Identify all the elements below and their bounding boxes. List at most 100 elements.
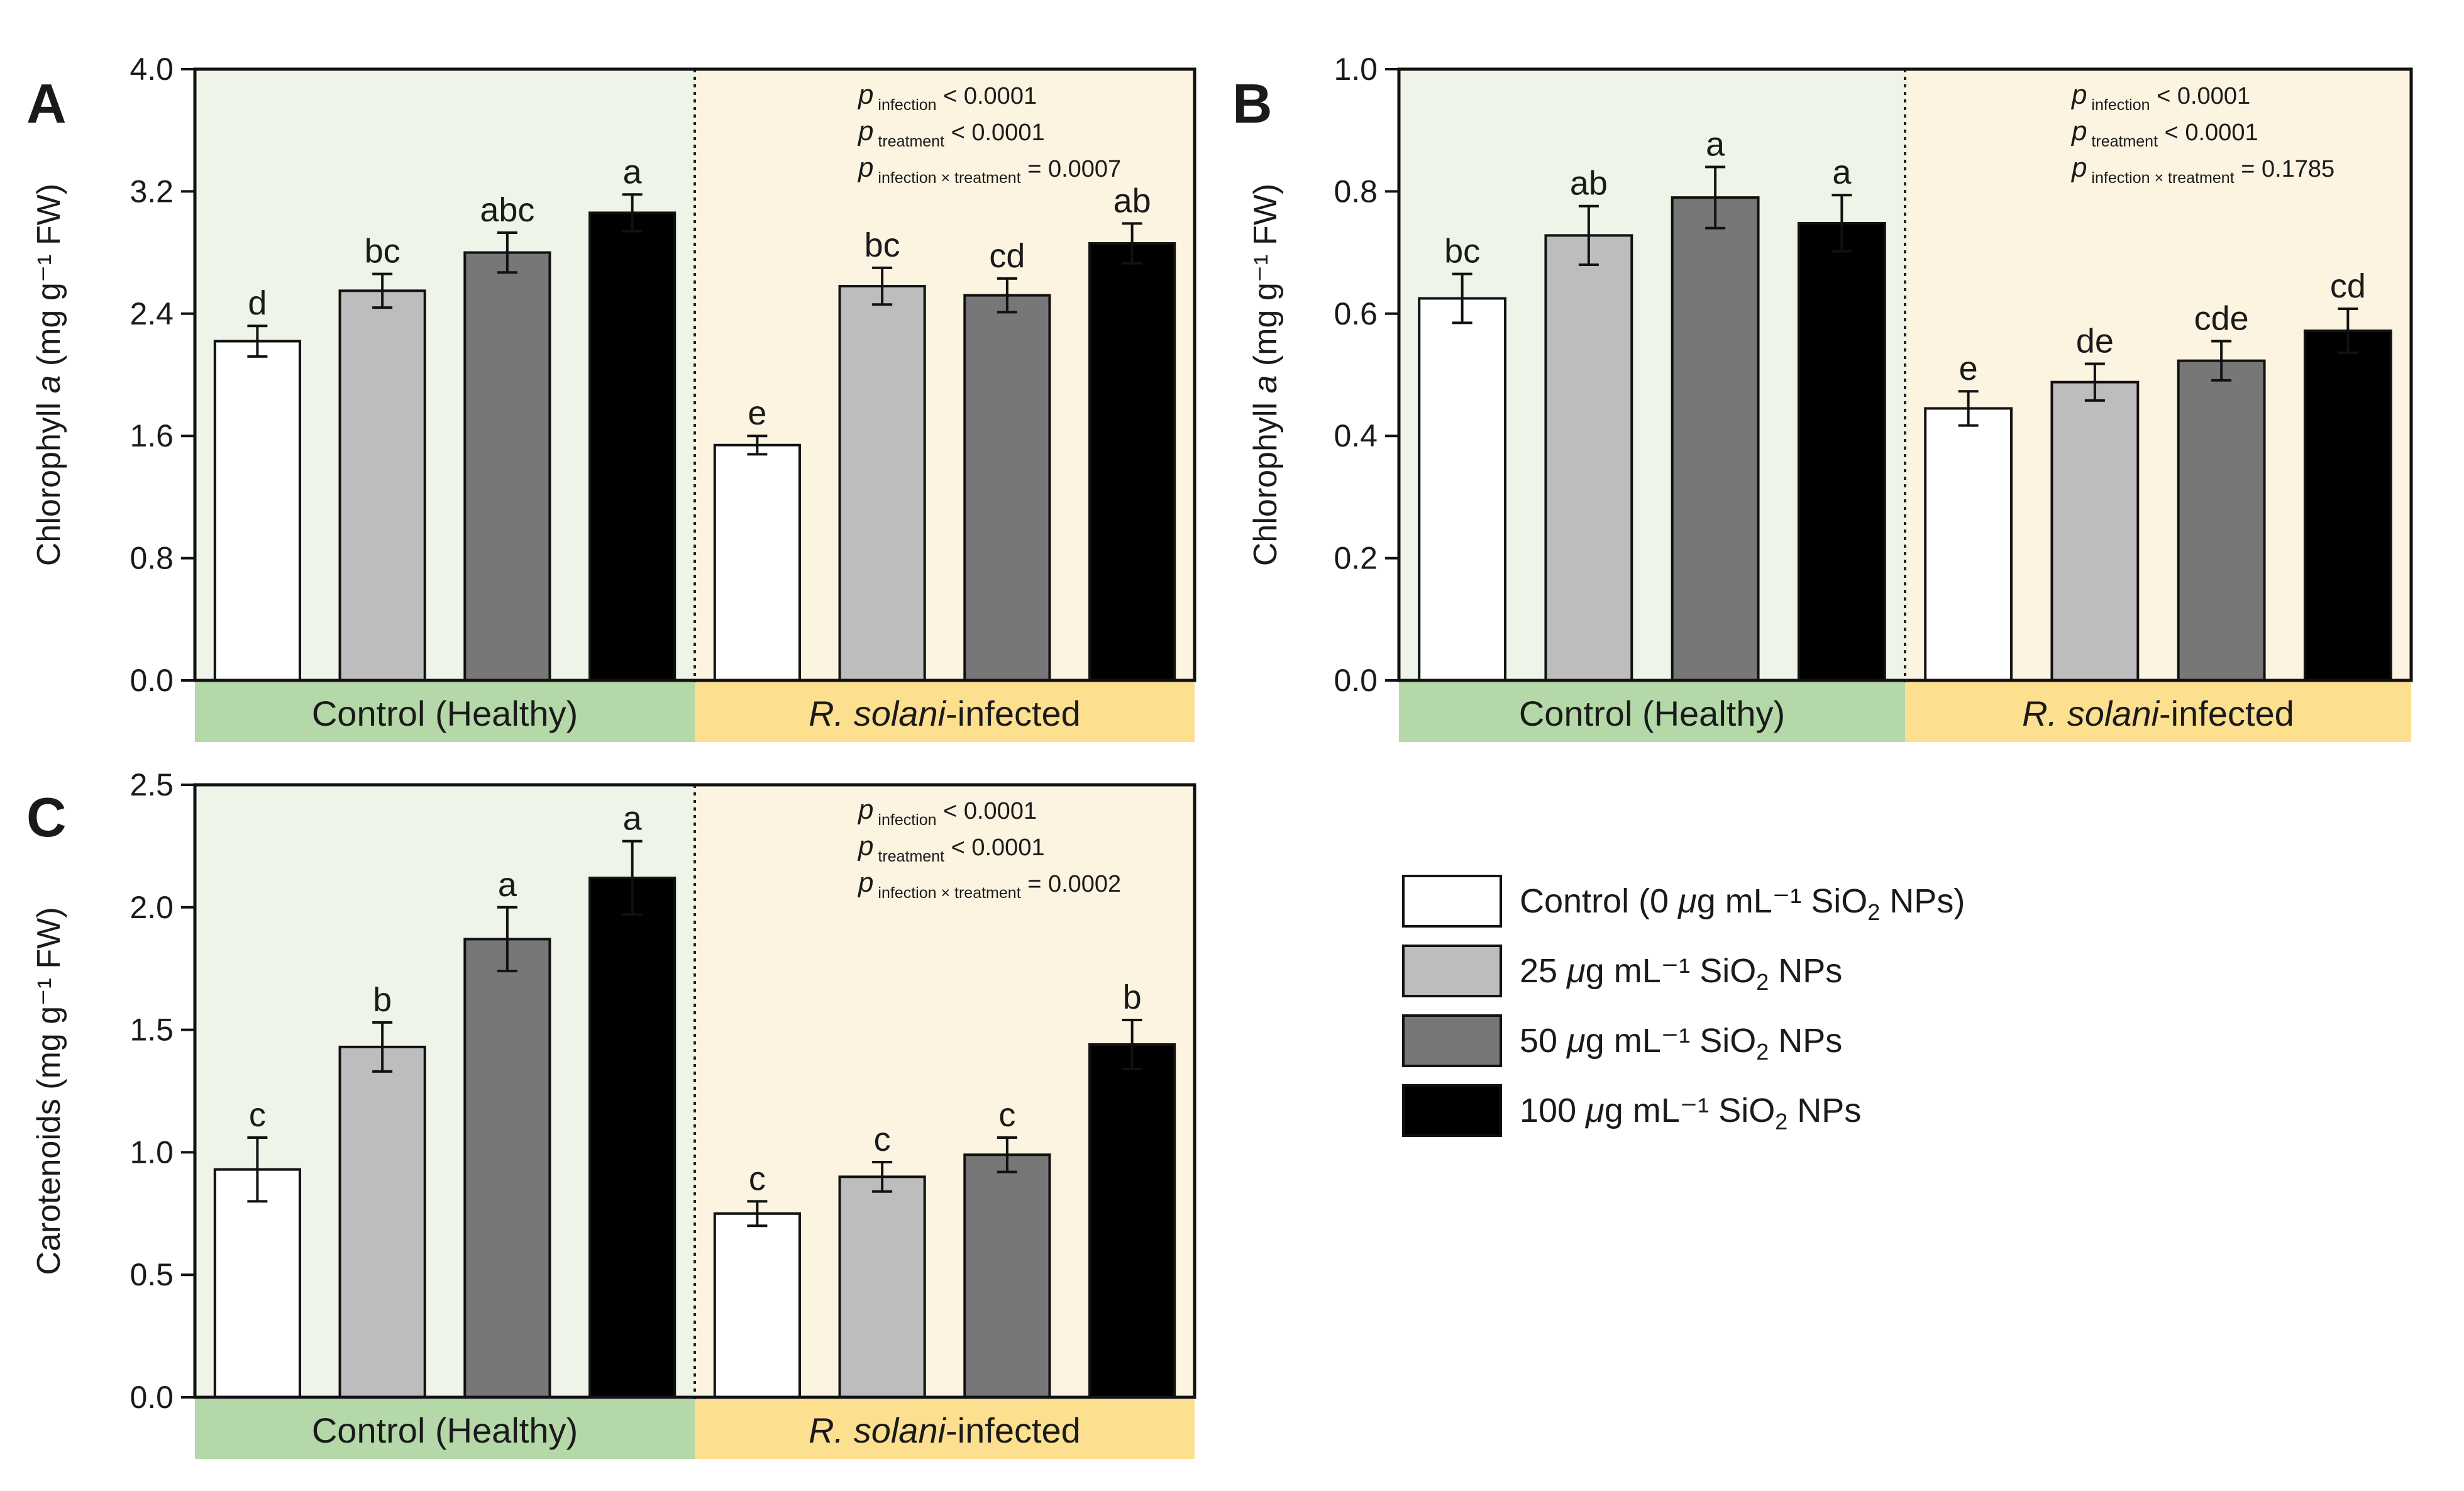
panel-a-sig-letter-g2-4: ab [1113,182,1151,219]
panel-b-group-band-2 [1905,682,2411,742]
panel-b-ytick-label-4: 0.6 [1334,296,1378,331]
legend-label-mid-3: g mL⁻¹ SiO [1586,1022,1757,1060]
panel-a-stat-sub-2: treatment [873,133,944,150]
panel-b-bar-g1-2 [1544,234,1633,682]
legend-label-mu-4: μ [1584,1092,1605,1129]
panel-a-stat-symbol-2: p [857,116,873,147]
panel-a-bar-g2-3 [963,294,1051,682]
panel-b-group-label-text-1: Control (Healthy) [1519,694,1785,733]
panel-c-sig-letter-g2-4: b [1123,978,1142,1016]
panel-b-stat-line-1: p infection < 0.0001 [2070,79,2250,114]
panel-b-plot-frame [1397,67,2413,682]
legend-label-mu-2: μ [1566,952,1586,990]
panel-c-group-band-1 [195,1399,695,1459]
panel-a-sig-letter-g2-1: e [748,394,766,432]
panel-c-bar-g1-2 [338,1045,426,1399]
panel-a-ylabel-text: Chlorophyll [31,394,67,567]
panel-c-stat-line-3: p infection × treatment = 0.0002 [857,867,1121,902]
legend-label-sub-4: 2 [1775,1109,1787,1134]
panel-b-stat-line-2: p treatment < 0.0001 [2070,116,2258,150]
panel-c-sig-letter-g1-2: b [373,981,392,1019]
panel-b-ylabel-text: Chlorophyll [1247,394,1284,567]
panel-b-sig-letter-g1-1: bc [1444,233,1480,270]
panel-a-bar-g2-4 [1088,242,1176,682]
panel-a-sig-letter-g1-4: a [623,153,643,191]
panel-b-bar-g1-4 [1797,221,1886,682]
legend-label-3: 50 μg mL⁻¹ SiO2 NPs [1520,1022,1842,1065]
panel-b-stat-line-3: p infection × treatment = 0.1785 [2070,152,2334,187]
panel-a-ytick-label-5: 3.2 [130,174,174,209]
panel-b-group-band-1 [1399,682,1905,742]
panel-b-stat-symbol-1: p [2070,79,2087,110]
panel-a-sig-letter-g2-3: cd [989,237,1025,275]
panel-a-stat-sub-3: infection × treatment [873,169,1020,187]
panel-b-ylabel-italic: a [1247,375,1284,394]
legend-label-sub-1: 2 [1867,899,1880,925]
panel-b-group-label-rest-2: -infected [2159,694,2294,733]
legend-swatch-3 [1402,1014,1502,1067]
panel-b-ylabel-unit: (mg g⁻¹ FW) [1247,184,1284,375]
panel-c-bar-g2-2 [838,1175,926,1399]
panel-b-ytick-label-5: 0.8 [1334,174,1378,209]
panel-c-sig-letter-g1-1: c [249,1096,266,1134]
panel-a-stat-sub-1: infection [873,96,936,114]
panel-c-bar-g2-3 [963,1153,1051,1399]
panel-b-ytick-label-6: 1.0 [1334,52,1378,87]
panel-c-sig-letter-g1-4: a [623,800,643,838]
panel-a-ytick-label-2: 0.8 [130,541,174,576]
panel-c-ytick-label-1: 0.0 [130,1380,174,1415]
legend: Control (0 μg mL⁻¹ SiO2 NPs)25 μg mL⁻¹ S… [1402,875,1965,1137]
panel-a-ytick-label-3: 1.6 [130,418,174,453]
panel-c-ytick-label-2: 0.5 [130,1257,174,1292]
panel-a-ytick-label-4: 2.4 [130,296,174,331]
panel-b-bar-g1-1 [1418,297,1507,682]
panel-b-sig-letter-g2-1: e [1959,350,1978,387]
panel-a-plot-frame [193,67,1196,682]
panel-c-group-label-2: R. solani-infected [809,1411,1081,1450]
panel-a: d bc abc a e bc cd ab 0.0 0.8 1.6 2.4 3.2 4.0 Chloroph… [26,52,1196,742]
panel-c-sig-letter-g2-3: c [998,1096,1015,1134]
panel-a-ytick-label-6: 4.0 [130,52,174,87]
legend-label-mu-3: μ [1566,1022,1586,1060]
panel-b-bar-g2-2 [2050,380,2140,682]
panel-b-group-label-2: R. solani-infected [2022,694,2294,733]
panel-a-ytick-label-1: 0.0 [130,663,174,698]
panel-a-bar-g2-2 [838,285,926,682]
panel-b-stat-sub-3: infection × treatment [2087,169,2234,187]
legend-label-4: 100 μg mL⁻¹ SiO2 NPs [1520,1092,1861,1134]
legend-label-mid-2: g mL⁻¹ SiO [1586,952,1757,990]
panel-b-ytick-label-1: 0.0 [1334,663,1378,698]
panel-c-group-label-italic-2: R. solani [809,1411,946,1450]
panel-b-sig-letter-g1-3: a [1706,126,1725,164]
panel-a-bar-g1-2 [338,289,426,682]
panel-c-sig-letter-g2-1: c [749,1160,766,1197]
panel-c-group-label-text-1: Control (Healthy) [312,1411,578,1450]
panel-b-stat-sub-2: treatment [2087,133,2158,150]
panel-c-stat-sub-2: treatment [873,848,944,865]
panel-a-group-label-rest-2: -infected [946,694,1081,733]
panel-a-stat-symbol-1: p [857,79,873,110]
panel-b: bc ab a a e de cde cd 0.0 0.2 0.4 0.6 0.8 1.0 Chloroph… [1232,52,2413,742]
panel-b-ytick-label-2: 0.2 [1334,541,1378,576]
panel-c-stat-line-2: p treatment < 0.0001 [857,831,1045,865]
panel-c-sig-letter-g2-2: c [874,1121,891,1158]
panel-b-stat-sub-1: infection [2087,96,2150,114]
panel-b-ylabel: Chlorophyll a (mg g⁻¹ FW) [1247,184,1284,566]
panel-a-group-label-2: R. solani-infected [809,694,1081,733]
panel-b-bar-g2-1 [1924,407,2013,682]
panel-a-bar-g1-4 [588,211,677,682]
panel-c-stat-symbol-3: p [857,867,873,898]
panel-a-ylabel-italic: a [31,375,67,394]
panel-c-stat-sub-1: infection [873,811,936,829]
panel-c-sig-letter-g1-3: a [498,866,517,904]
panel-c-ylabel-text: Carotenoids (mg g⁻¹ FW) [31,907,67,1275]
panel-a-group-label-text-1: Control (Healthy) [312,694,578,733]
panel-a-sig-letter-g2-2: bc [865,226,900,264]
panel-a-bar-g1-1 [213,340,301,682]
panel-c-stat-value-3: = 0.0002 [1021,871,1122,897]
panel-c-stat-symbol-2: p [857,831,873,862]
legend-label-post-2: NPs [1769,952,1842,990]
panel-c-letter: C [26,786,67,848]
panel-b-sig-letter-g2-2: de [2076,323,2114,360]
